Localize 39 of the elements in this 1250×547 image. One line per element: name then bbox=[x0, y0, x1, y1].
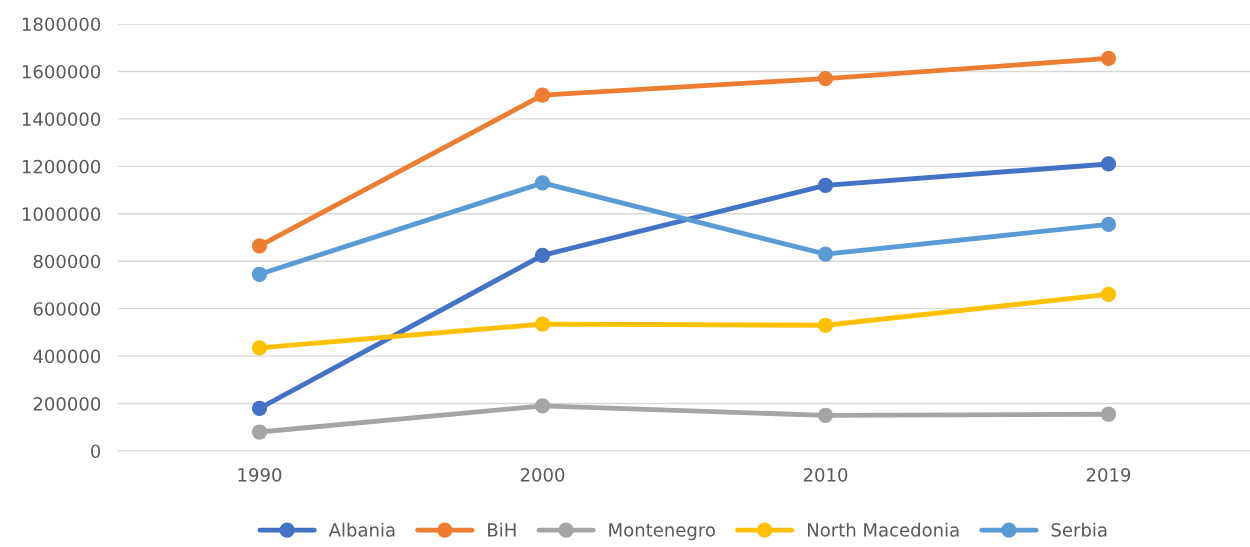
y-tick-label: 1800000 bbox=[22, 17, 101, 32]
point bbox=[251, 424, 268, 440]
point bbox=[1100, 50, 1117, 67]
y-tick-label: 1400000 bbox=[22, 112, 101, 127]
legend-label: Albania bbox=[328, 522, 395, 537]
point bbox=[817, 317, 834, 333]
point bbox=[534, 398, 551, 414]
point bbox=[817, 407, 834, 424]
point bbox=[817, 246, 834, 262]
point bbox=[817, 177, 834, 193]
point bbox=[1100, 216, 1117, 233]
x-tick-label: 2000 bbox=[520, 467, 565, 482]
point bbox=[1100, 406, 1117, 422]
x-tick-label: 1990 bbox=[238, 467, 282, 482]
y-tick-label: 400000 bbox=[33, 349, 101, 364]
point bbox=[251, 400, 268, 416]
point bbox=[1100, 156, 1117, 172]
y-tick-label: 1600000 bbox=[22, 64, 101, 79]
point bbox=[534, 247, 551, 263]
y-tick-label: 200000 bbox=[33, 397, 101, 411]
point bbox=[1100, 286, 1117, 303]
legend-label: Montenegro bbox=[609, 523, 715, 541]
legend-label: BiH bbox=[488, 522, 516, 537]
x-tick-label: 2010 bbox=[803, 467, 848, 482]
y-tick-label: 1200000 bbox=[22, 159, 101, 174]
y-tick-label: 0 bbox=[91, 444, 101, 459]
y-tick-label: 800000 bbox=[33, 254, 101, 269]
point bbox=[534, 316, 551, 332]
point bbox=[817, 70, 834, 87]
point bbox=[251, 238, 268, 254]
y-tick-label: 600000 bbox=[33, 302, 101, 316]
point bbox=[534, 175, 551, 191]
y-tick-label: 1000000 bbox=[22, 207, 101, 221]
legend-label: Serbia bbox=[1051, 522, 1107, 537]
point bbox=[251, 266, 268, 282]
x-tick-label: 2019 bbox=[1086, 467, 1131, 482]
point bbox=[534, 87, 551, 103]
legend-label: North Macedonia bbox=[807, 522, 959, 537]
point bbox=[251, 340, 268, 356]
